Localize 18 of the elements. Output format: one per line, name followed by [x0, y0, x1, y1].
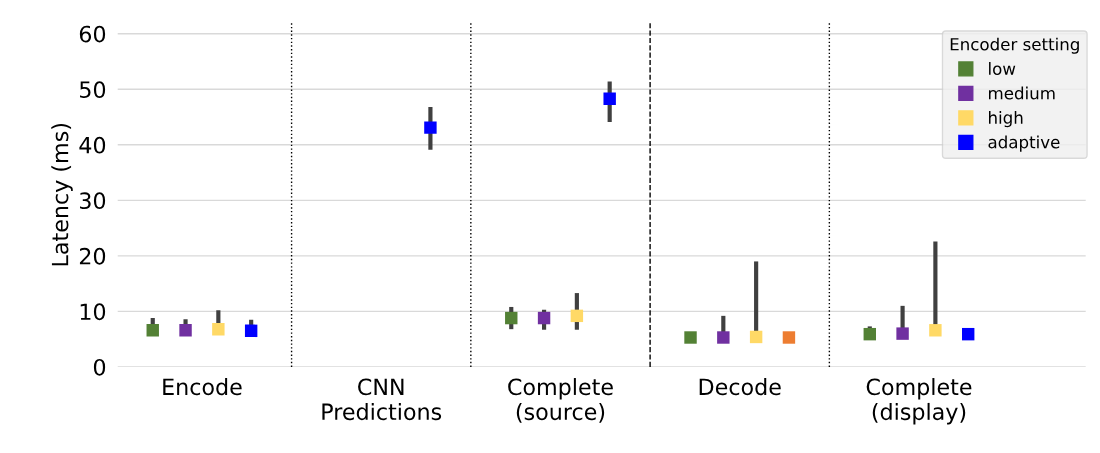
legend-title: Encoder setting [950, 37, 1079, 54]
y-tick-label: 50 [80, 81, 106, 99]
x-tick-label: Complete (source) [508, 378, 613, 423]
y-tick-label: 30 [80, 192, 106, 210]
x-tick-label: CNN Predictions [322, 378, 442, 421]
legend-label: adaptive [988, 135, 1060, 152]
x-tick-label: Complete (display) [866, 378, 972, 425]
y-tick-label: 60 [79, 25, 106, 43]
x-tick-label: Encode [163, 378, 242, 396]
y-axis-title: Latency (ms) [51, 123, 73, 266]
y-tick-label: 20 [79, 247, 106, 265]
y-tick-label: 10 [80, 303, 106, 321]
legend-label: low [989, 62, 1016, 76]
x-tick-label: Decode [699, 378, 781, 396]
legend-label: high [989, 111, 1023, 128]
y-tick-label: 0 [93, 358, 106, 376]
y-tick-label: 40 [79, 136, 106, 154]
legend-label: medium [989, 86, 1055, 100]
